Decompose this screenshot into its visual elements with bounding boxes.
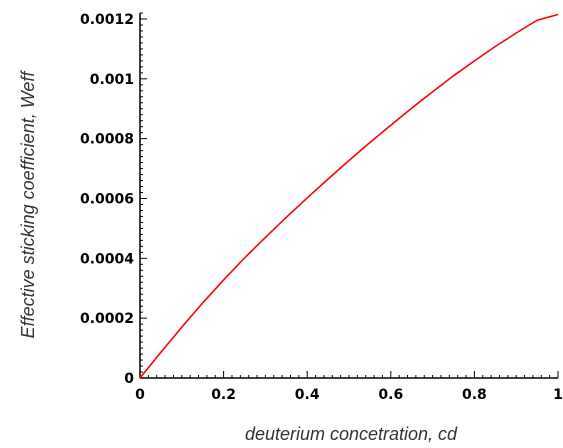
series-line	[139, 13, 559, 379]
y-tick-label: 0.001	[90, 72, 134, 88]
x-tick-label: 0.4	[295, 387, 320, 403]
y-tick-label: 0.0004	[80, 251, 134, 267]
x-tick-label: 0.2	[211, 387, 236, 403]
x-tick-label: 0.8	[462, 387, 487, 403]
tick-labels: 0 0.2 0.4 0.6 0.8 1 0 0.0002 0.0004 0.0006 0.0008 0…	[80, 12, 563, 403]
y-tick-label: 0.0002	[80, 311, 134, 327]
x-tick-label: 0	[135, 387, 145, 403]
y-tick-label: 0	[124, 371, 134, 387]
y-tick-label: 0.0008	[80, 132, 134, 148]
y-tick-label: 0.0006	[80, 191, 134, 207]
axes	[139, 13, 558, 379]
ticks	[139, 12, 559, 379]
y-tick-label: 0.0012	[80, 12, 134, 28]
y-axis-label: Effective sticking coefficient, Weff	[18, 70, 38, 339]
x-tick-label: 0.6	[378, 387, 403, 403]
x-tick-label: 1	[553, 387, 563, 403]
series	[139, 13, 559, 379]
x-axis-label: deuterium concetration, cd	[245, 424, 458, 444]
